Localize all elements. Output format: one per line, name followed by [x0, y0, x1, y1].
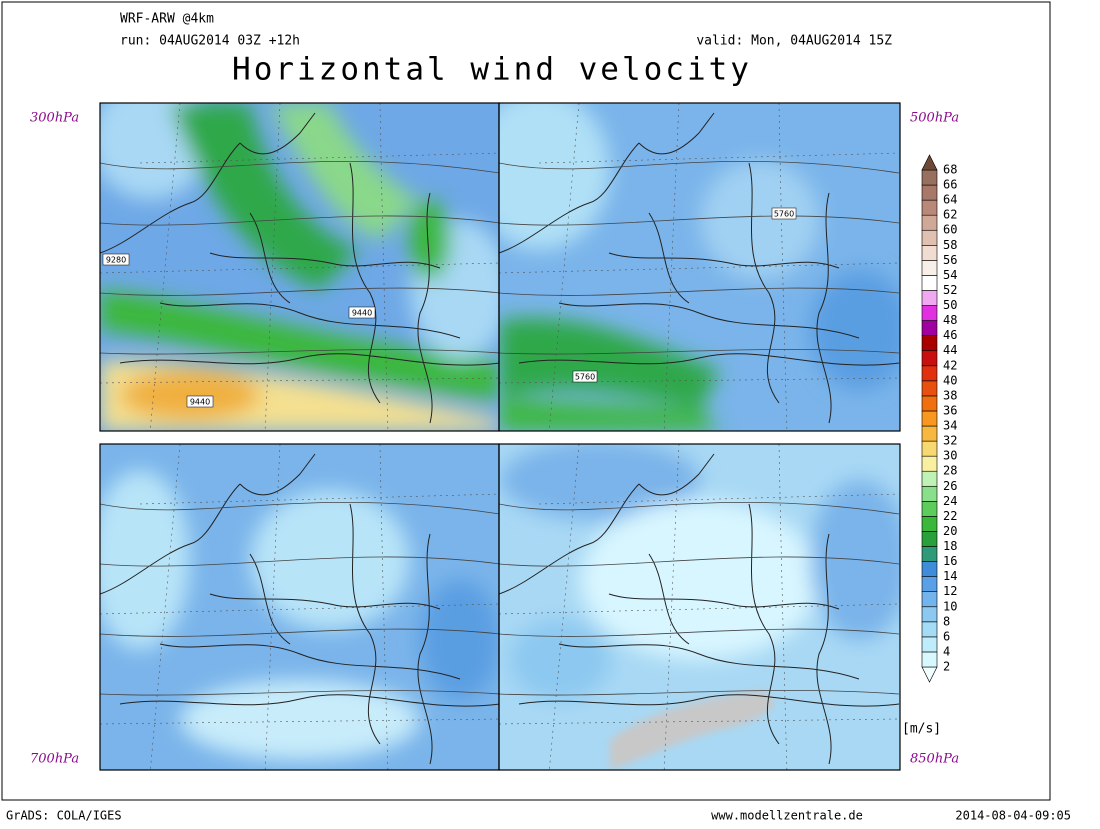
colorbar-label: 62: [943, 208, 957, 222]
colorbar-label: 30: [943, 449, 957, 463]
colorbar-box: [921, 260, 938, 276]
colorbar-label: 56: [943, 253, 957, 267]
colorbar-box: [921, 576, 938, 592]
map-panel: 9280 9440 9440: [100, 103, 499, 431]
level-label: 700hPa: [30, 752, 79, 767]
level-label: 850hPa: [910, 752, 959, 767]
colorbar-label: 40: [943, 373, 957, 387]
panel-border: [498, 443, 901, 771]
colorbar-box: [921, 245, 938, 261]
footer-right: 2014-08-04-09:05: [955, 809, 1071, 823]
colorbar-box: [921, 395, 938, 412]
colorbar-label: 54: [943, 268, 957, 282]
colorbar-box: [921, 425, 938, 442]
colorbar-label: 24: [943, 494, 957, 508]
map-panel: 5760 5760: [499, 103, 900, 431]
colorbar-box: [921, 350, 938, 367]
colorbar-label: 68: [943, 163, 957, 177]
colorbar-label: 64: [943, 193, 957, 207]
colorbar-label: 10: [943, 599, 957, 613]
colorbar: 2468101214161820222426283032343638404244…: [921, 154, 957, 683]
colorbar-box: [921, 335, 938, 352]
colorbar-box: [921, 305, 938, 321]
level-label: 500hPa: [910, 111, 959, 126]
colorbar-box: [921, 651, 938, 668]
colorbar-box: [921, 290, 938, 306]
colorbar-label: 4: [943, 644, 950, 658]
colorbar-label: 6: [943, 629, 950, 643]
contour-label: 9440: [352, 309, 372, 318]
colorbar-label: 42: [943, 358, 957, 372]
colorbar-box: [921, 169, 938, 186]
colorbar-box: [921, 621, 938, 638]
colorbar-arrow: [921, 666, 938, 683]
model-label: WRF-ARW @4km: [120, 12, 214, 27]
colorbar-label: 2: [943, 660, 950, 674]
colorbar-label: 38: [943, 388, 957, 402]
colorbar-box: [921, 470, 938, 487]
colorbar-label: 18: [943, 539, 957, 553]
colorbar-box: [921, 320, 938, 336]
contour-label: 5760: [575, 373, 595, 382]
colorbar-box: [921, 229, 938, 246]
footer-center: www.modellzentrale.de: [711, 809, 863, 823]
colorbar-label: 12: [943, 584, 957, 598]
title: Horizontal wind velocity: [232, 52, 752, 88]
colorbar-box: [921, 485, 938, 502]
panel-border: [498, 102, 901, 432]
map-panel: [499, 444, 900, 770]
level-label: 300hPa: [30, 111, 79, 126]
frame: [1, 1, 1051, 801]
colorbar-label: 16: [943, 554, 957, 568]
colorbar-label: 32: [943, 434, 957, 448]
colorbar-box: [921, 184, 938, 201]
colorbar-label: 50: [943, 298, 957, 312]
colorbar-label: 60: [943, 223, 957, 237]
colorbar-box: [921, 546, 938, 562]
colorbar-label: 22: [943, 509, 957, 523]
colorbar-label: 66: [943, 178, 957, 192]
colorbar-label: 20: [943, 524, 957, 538]
colorbar-box: [921, 561, 938, 577]
colorbar-label: 26: [943, 479, 957, 493]
contour-label: 5760: [774, 210, 794, 219]
colorbar-box: [921, 275, 938, 291]
colorbar-label: 28: [943, 464, 957, 478]
contour-label: 9280: [106, 256, 126, 265]
map-panel: [100, 444, 499, 770]
colorbar-box: [921, 501, 938, 517]
colorbar-box: [921, 410, 938, 427]
colorbar-box: [921, 199, 938, 216]
colorbar-label: 46: [943, 328, 957, 342]
colorbar-label: 14: [943, 569, 957, 583]
colorbar-unit: [m/s]: [902, 722, 941, 737]
colorbar-box: [921, 606, 938, 623]
colorbar-box: [921, 531, 938, 547]
contour-label: 9440: [190, 398, 210, 407]
run-label: run: 04AUG2014 03Z +12h: [120, 34, 300, 49]
colorbar-arrow: [921, 154, 938, 171]
valid-label: valid: Mon, 04AUG2014 15Z: [696, 34, 892, 49]
colorbar-box: [921, 516, 938, 532]
colorbar-box: [921, 365, 938, 382]
colorbar-label: 36: [943, 403, 957, 417]
colorbar-label: 52: [943, 283, 957, 297]
colorbar-label: 48: [943, 313, 957, 327]
colorbar-label: 8: [943, 614, 950, 628]
footer-left: GrADS: COLA/IGES: [6, 809, 122, 823]
colorbar-box: [921, 380, 938, 397]
colorbar-label: 44: [943, 343, 957, 357]
colorbar-box: [921, 214, 938, 231]
colorbar-box: [921, 440, 938, 457]
colorbar-label: 34: [943, 419, 957, 433]
colorbar-box: [921, 455, 938, 472]
colorbar-box: [921, 636, 938, 653]
colorbar-box: [921, 591, 938, 608]
colorbar-label: 58: [943, 238, 957, 252]
